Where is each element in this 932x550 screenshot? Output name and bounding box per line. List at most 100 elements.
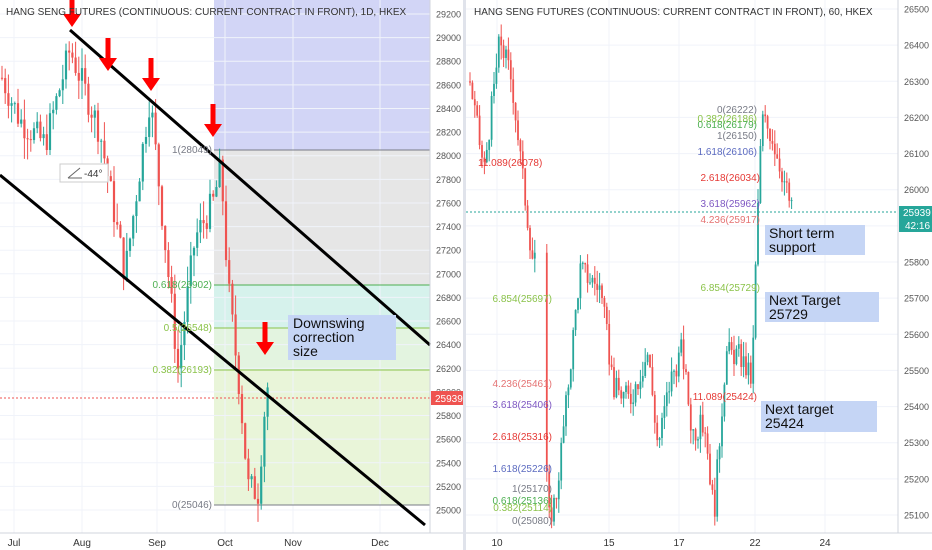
right-candle-body <box>505 49 507 58</box>
left-candle-body <box>157 144 160 187</box>
right-y-axis[interactable]: 2650026400263002620026100260002590025800… <box>897 0 932 533</box>
left-candle-body <box>192 247 196 256</box>
left-x-tick-label: Oct <box>217 538 233 549</box>
left-y-tick-label: 28200 <box>436 128 461 138</box>
left-candle-body <box>250 476 253 480</box>
right-annotation-text: Next Target <box>769 292 840 308</box>
left-x-tick-label: Aug <box>73 538 91 549</box>
left-candle-body <box>256 498 260 504</box>
right-candle-body <box>625 385 627 392</box>
left-candle-body <box>77 72 80 81</box>
right-candle-body <box>555 497 558 500</box>
right-fib-label: 2.618(26034) <box>701 173 761 184</box>
right-candle-body <box>560 442 563 481</box>
left-candle-body <box>148 117 151 138</box>
left-y-tick-label: 25400 <box>436 458 461 468</box>
right-candle-body <box>632 402 635 404</box>
right-candle-body <box>711 484 714 490</box>
right-candle-body <box>778 158 781 172</box>
left-candle-body <box>90 114 93 118</box>
right-candle-body <box>740 344 743 367</box>
right-candle-body <box>596 283 599 290</box>
left-candle-body <box>135 201 138 217</box>
right-candle-body <box>471 82 474 100</box>
right-candle-body <box>785 181 788 183</box>
fib-zone-green <box>214 370 430 505</box>
left-candle-body <box>122 237 125 279</box>
left-candle-body <box>244 423 247 459</box>
right-candle-body <box>627 385 630 394</box>
left-fib-labels: 1(28049) 0.618(26902) 0.5(26548) 0.382(2619… <box>153 145 213 511</box>
left-candle-body <box>42 134 45 139</box>
right-y-tick-label: 26500 <box>904 5 929 15</box>
right-fib-label: 4.236(25917) <box>701 215 761 226</box>
left-y-tick-label: 28800 <box>436 57 461 67</box>
channel-upper-line[interactable] <box>69 28 431 347</box>
right-grid <box>466 0 898 533</box>
left-candle-body <box>160 186 164 226</box>
right-fib-labels: 0(26222)0.382(26186)0.618(26179)1(26150)… <box>478 105 760 527</box>
right-candle-body <box>728 342 731 352</box>
right-candle-body <box>593 277 596 284</box>
right-candle-body <box>783 181 786 183</box>
right-annotation-text: 25424 <box>765 415 804 431</box>
right-candle-body <box>658 438 661 441</box>
right-candle-body <box>514 102 517 121</box>
right-candle-body <box>517 120 519 141</box>
left-y-axis[interactable]: 29200 29000 28800 28600 28400 28200 28000 27800… <box>429 0 463 533</box>
right-candle-body <box>685 369 687 373</box>
left-candle-body <box>237 355 240 395</box>
left-candle-body <box>263 416 266 467</box>
right-annotation-box <box>765 292 879 322</box>
right-candle-body <box>490 95 493 140</box>
right-panel: 0(26222)0.382(26186)0.618(26179)1(26150)… <box>466 0 898 533</box>
left-chart-title: HANG SENG FUTURES (CONTINUOUS: CURRENT C… <box>6 7 407 18</box>
left-y-tick-label: 28600 <box>436 80 461 90</box>
right-candle-body <box>613 367 615 398</box>
right-candle-body <box>567 387 570 396</box>
right-candle-body <box>509 60 512 80</box>
left-candle-body <box>103 140 106 159</box>
right-candle-body <box>557 480 560 500</box>
right-candle-body <box>586 264 589 283</box>
left-candle-body <box>4 78 7 94</box>
right-candle-body <box>776 154 779 159</box>
right-candle-body <box>500 36 503 46</box>
right-candle-body <box>704 432 707 434</box>
right-candle-body <box>757 202 759 265</box>
right-candle-body <box>687 372 690 405</box>
right-candle-body <box>617 377 620 391</box>
right-candle-body <box>651 367 654 395</box>
right-chart-title: HANG SENG FUTURES (CONTINUOUS: CURRENT C… <box>474 7 873 18</box>
right-candle-body <box>531 250 534 259</box>
left-fib-label: 0(25046) <box>172 500 212 511</box>
right-candle-body <box>469 81 471 83</box>
left-x-axis[interactable]: Jul Aug Sep Oct Nov Dec <box>0 532 463 549</box>
left-candle-body <box>141 143 144 182</box>
left-candle-body <box>16 103 20 124</box>
right-candle-body <box>620 390 623 399</box>
left-candle-body <box>151 112 154 118</box>
channel-lower-line[interactable] <box>0 173 426 527</box>
right-annotation-text: 25729 <box>769 306 808 322</box>
right-x-axis[interactable]: 10 15 17 22 24 <box>466 532 932 549</box>
left-candle-body <box>240 394 244 424</box>
right-fib-label: 11.089(26078) <box>478 158 542 169</box>
right-candle-body <box>485 149 488 163</box>
left-candle-body <box>196 232 199 248</box>
right-fib-label: 1(26150) <box>717 131 757 142</box>
left-candle-body <box>116 222 119 225</box>
right-annotation-box <box>765 225 865 255</box>
right-candle-body <box>572 330 575 370</box>
right-candle-body <box>737 344 740 349</box>
right-time-tag-text: 42:16 <box>905 221 930 232</box>
right-candle-body <box>788 182 791 201</box>
right-candle-body <box>716 459 719 517</box>
left-y-tick-label: 25600 <box>436 435 461 445</box>
left-candle-body <box>48 113 52 151</box>
left-candle-body <box>80 68 84 81</box>
right-x-tick-label: 17 <box>673 538 685 549</box>
right-candle-body <box>524 168 527 206</box>
left-candle-body <box>234 314 237 356</box>
